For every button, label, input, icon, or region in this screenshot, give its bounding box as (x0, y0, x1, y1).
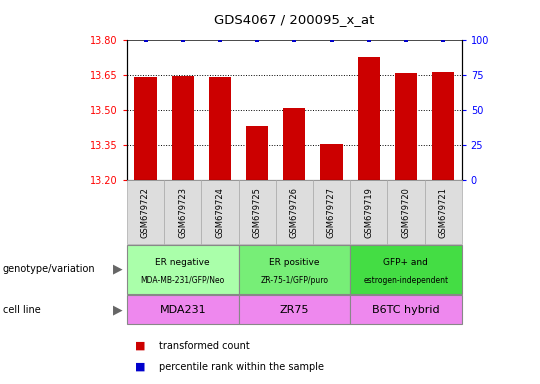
Text: GSM679722: GSM679722 (141, 187, 150, 238)
Text: MDA-MB-231/GFP/Neo: MDA-MB-231/GFP/Neo (140, 276, 225, 285)
Text: GDS4067 / 200095_x_at: GDS4067 / 200095_x_at (214, 13, 374, 26)
Text: estrogen-independent: estrogen-independent (363, 276, 448, 285)
Text: ER negative: ER negative (156, 258, 210, 266)
Bar (283, 108, 306, 180)
Text: GSM679724: GSM679724 (215, 187, 225, 238)
Text: MDA231: MDA231 (159, 305, 206, 315)
Text: ZR-75-1/GFP/puro: ZR-75-1/GFP/puro (260, 276, 328, 285)
Text: ER positive: ER positive (269, 258, 320, 266)
Text: GSM679727: GSM679727 (327, 187, 336, 238)
Bar (357, 57, 380, 180)
Bar (395, 73, 417, 180)
Bar (432, 72, 454, 180)
Text: ZR75: ZR75 (280, 305, 309, 315)
Text: GSM679720: GSM679720 (401, 187, 410, 238)
Text: genotype/variation: genotype/variation (3, 264, 96, 275)
Text: ■: ■ (135, 362, 145, 372)
Text: GSM679726: GSM679726 (290, 187, 299, 238)
Bar (320, 144, 343, 180)
Text: cell line: cell line (3, 305, 40, 315)
Text: transformed count: transformed count (159, 341, 250, 351)
Bar (172, 76, 194, 180)
Text: B6TC hybrid: B6TC hybrid (372, 305, 440, 315)
Text: GSM679723: GSM679723 (178, 187, 187, 238)
Bar (209, 77, 231, 180)
Text: ▶: ▶ (113, 303, 123, 316)
Text: ■: ■ (135, 341, 145, 351)
Bar (246, 126, 268, 180)
Text: GSM679719: GSM679719 (364, 187, 373, 238)
Text: GFP+ and: GFP+ and (383, 258, 428, 266)
Bar (134, 77, 157, 180)
Text: GSM679725: GSM679725 (253, 187, 261, 238)
Text: GSM679721: GSM679721 (438, 187, 448, 238)
Text: percentile rank within the sample: percentile rank within the sample (159, 362, 325, 372)
Text: ▶: ▶ (113, 263, 123, 276)
